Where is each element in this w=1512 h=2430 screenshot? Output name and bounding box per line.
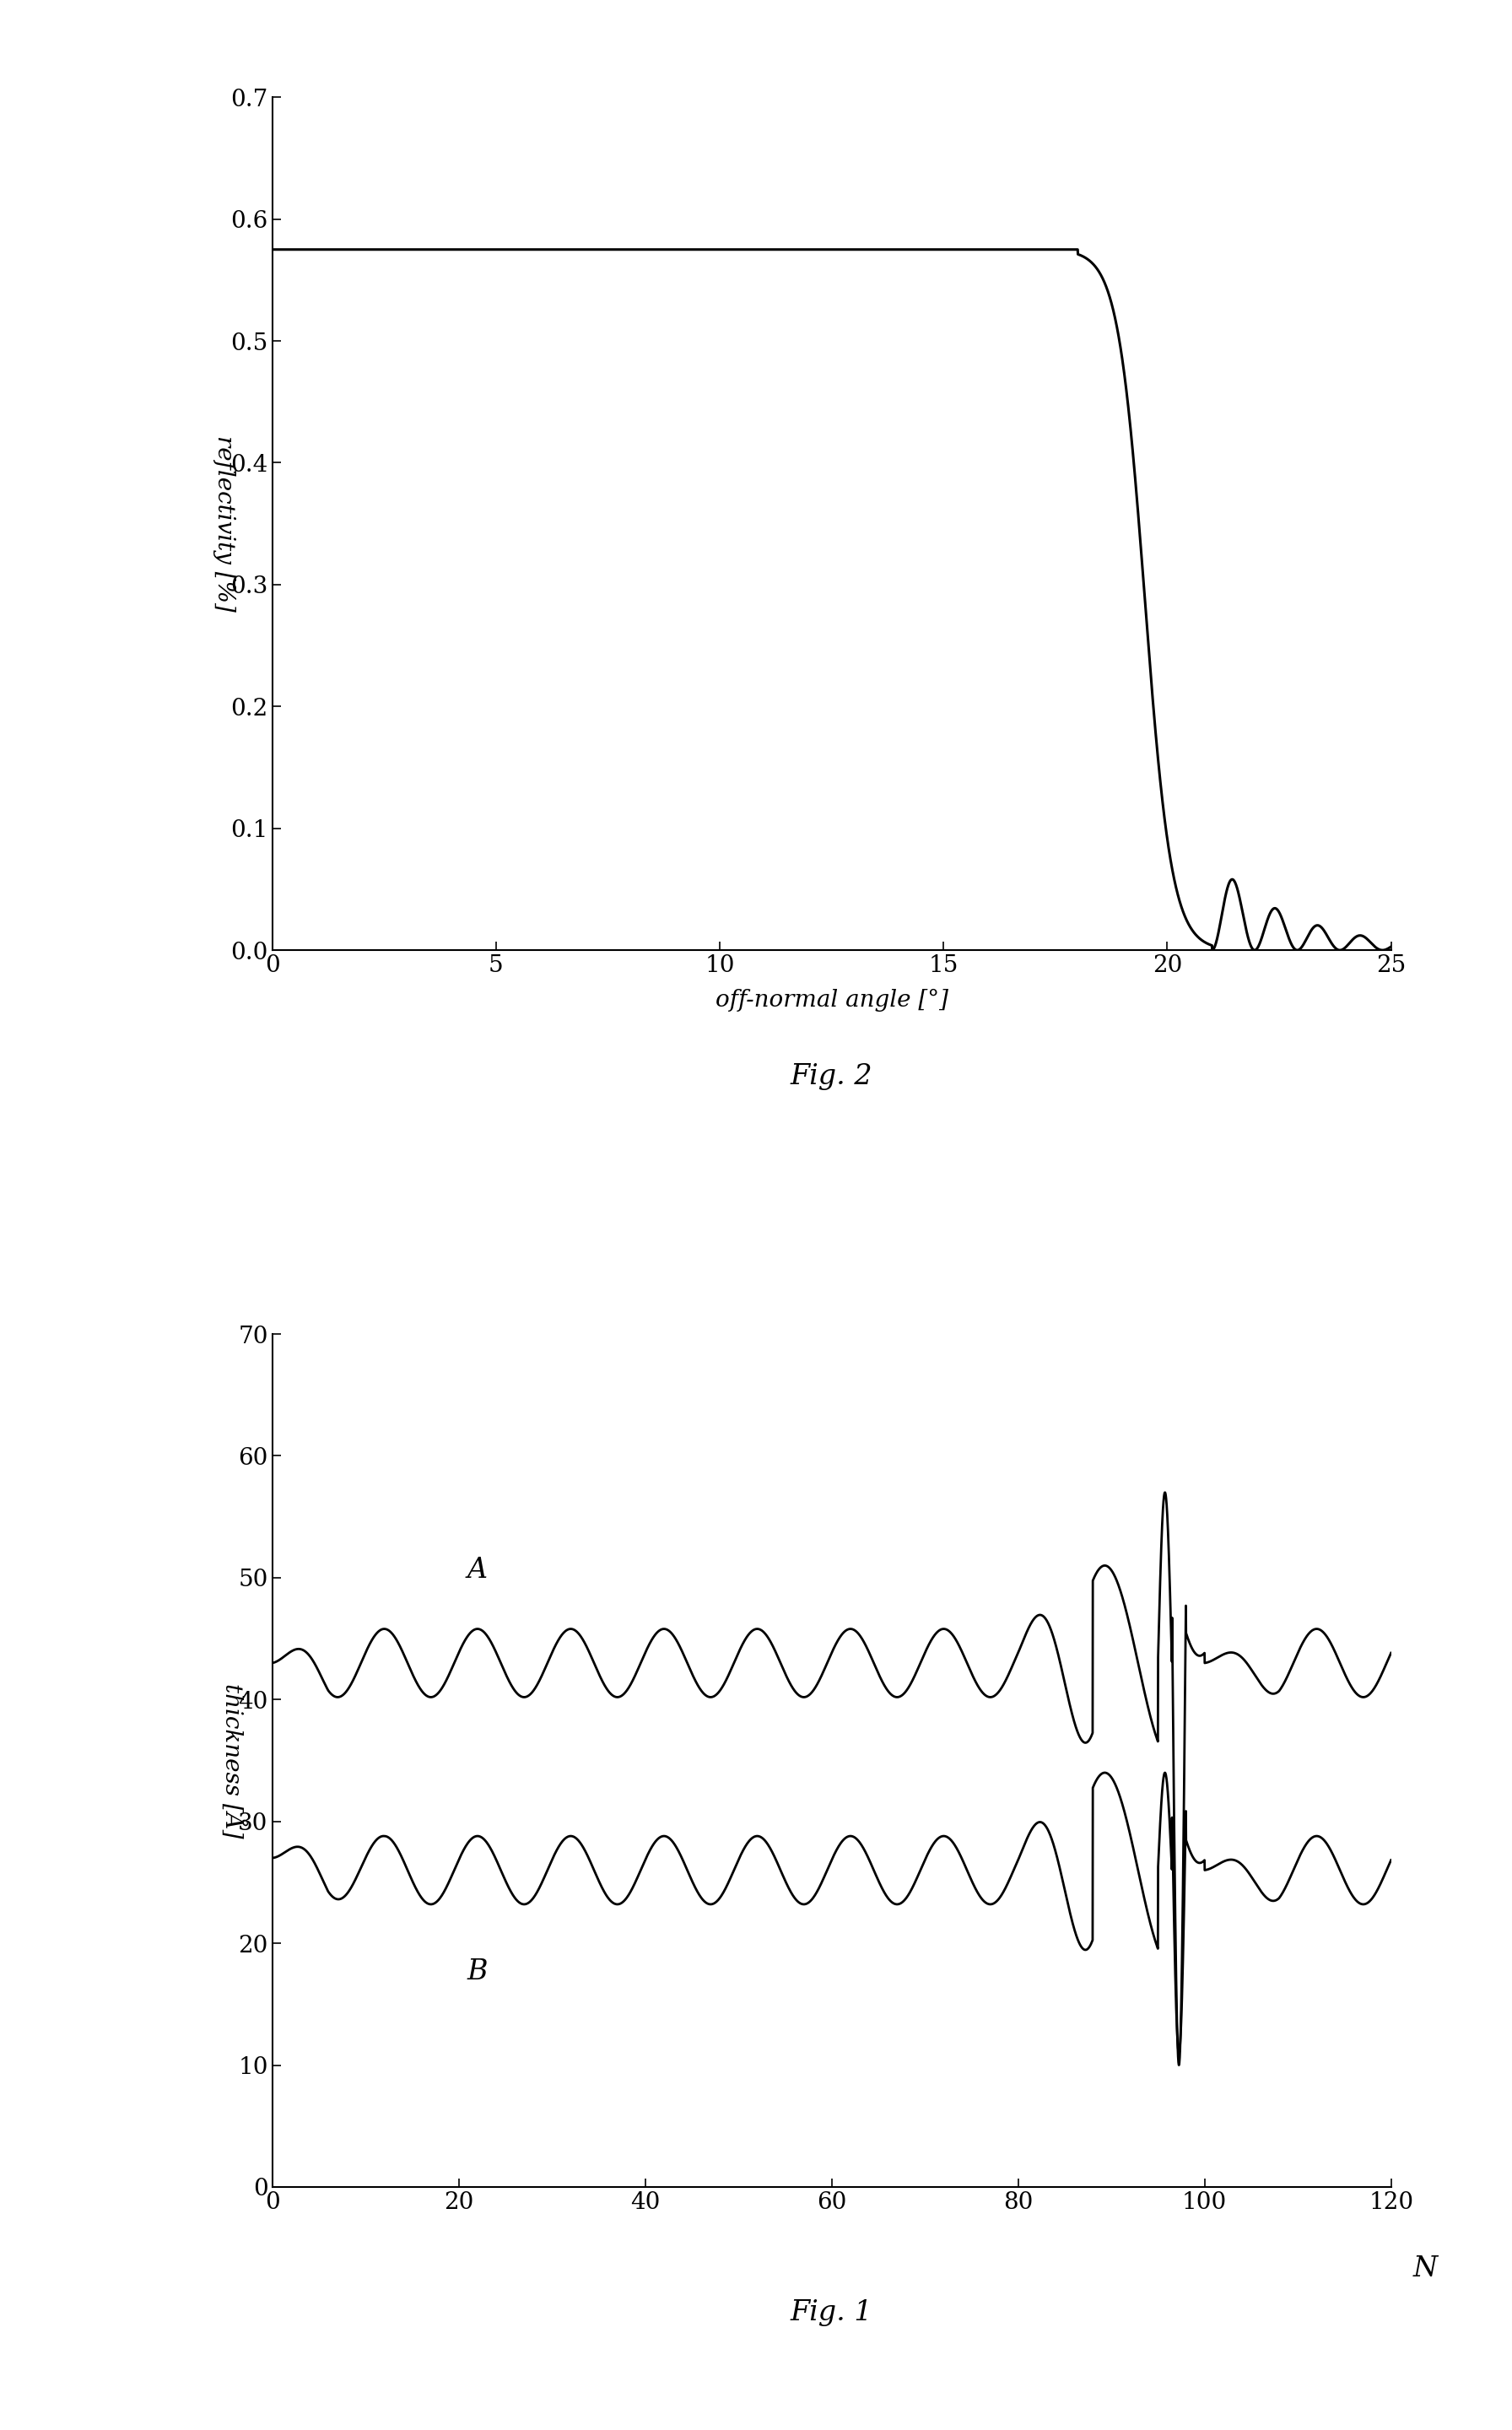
Text: B: B [467,1959,488,1985]
Text: N: N [1414,2255,1438,2282]
Y-axis label: reflectivity [%]: reflectivity [%] [213,435,236,612]
Text: Fig. 1: Fig. 1 [791,2299,872,2326]
X-axis label: off-normal angle [°]: off-normal angle [°] [715,989,948,1011]
Text: A: A [467,1558,487,1584]
Y-axis label: thickness [Å]: thickness [Å] [221,1684,246,1837]
Text: Fig. 2: Fig. 2 [791,1062,872,1089]
